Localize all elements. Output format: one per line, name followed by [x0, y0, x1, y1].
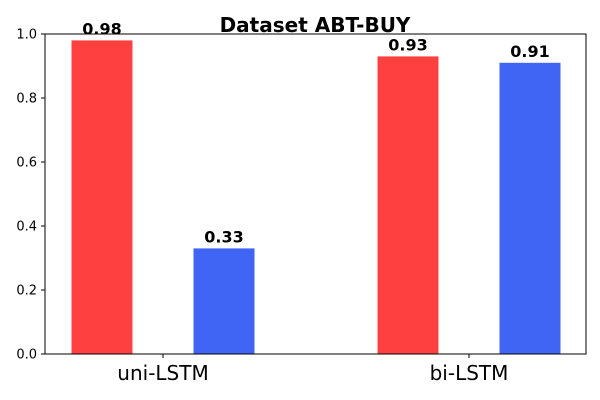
data-label: 0.98 — [82, 19, 121, 38]
x-tick-label: uni-LSTM — [117, 361, 208, 385]
x-tick-label: bi-LSTM — [430, 361, 509, 385]
y-tick-label: 1.0 — [16, 28, 37, 43]
x-axis: uni-LSTM bi-LSTM — [117, 354, 508, 385]
y-tick-label: 0.8 — [16, 92, 37, 107]
data-labels-group: 0.98 0.33 0.93 0.91 — [82, 19, 549, 246]
data-label: 0.93 — [388, 35, 427, 54]
y-axis: 0.0 0.2 0.4 0.6 0.8 1.0 — [16, 28, 45, 363]
bars-group — [71, 40, 561, 355]
bar-uni-lstm-series-1 — [71, 40, 133, 355]
bar-bi-lstm-series-1 — [377, 56, 439, 355]
data-label: 0.91 — [510, 42, 549, 61]
data-label: 0.33 — [204, 227, 243, 246]
y-tick-label: 0.4 — [16, 220, 37, 235]
bar-uni-lstm-series-2 — [193, 248, 255, 354]
chart-title: Dataset ABT-BUY — [220, 13, 411, 37]
y-tick-label: 0.2 — [16, 284, 37, 299]
y-tick-label: 0.6 — [16, 156, 37, 171]
plot-frame — [44, 33, 587, 355]
bar-bi-lstm-series-2 — [499, 62, 561, 355]
y-tick-label: 0.0 — [16, 348, 37, 363]
